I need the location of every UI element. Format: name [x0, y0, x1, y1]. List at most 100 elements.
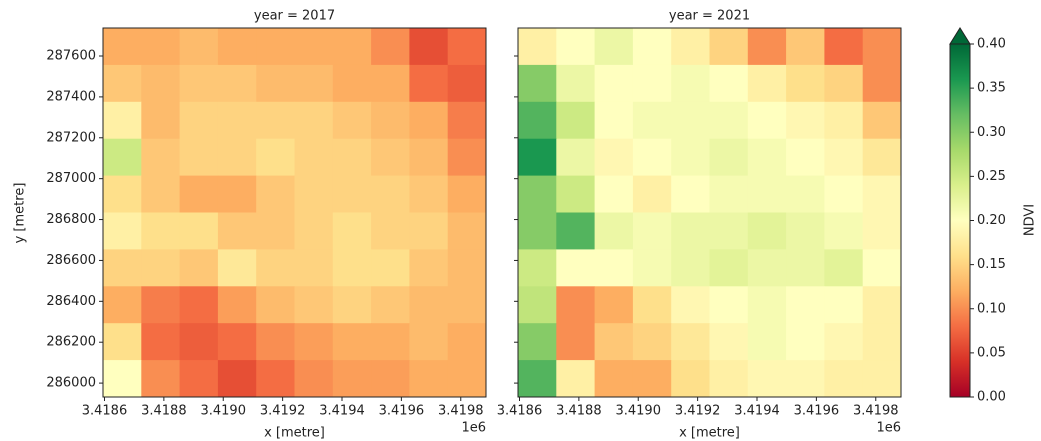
raster-cell: [332, 212, 372, 250]
raster-cell: [709, 249, 749, 287]
x-tick-label: 3.4192: [260, 404, 306, 419]
raster-cell: [332, 101, 372, 140]
raster-cell: [103, 101, 142, 140]
raster-cell: [371, 101, 410, 140]
raster-cell: [862, 28, 902, 66]
raster-cell: [786, 212, 825, 250]
raster-cell: [294, 28, 334, 66]
raster-cell: [518, 323, 557, 361]
raster-cell: [556, 28, 596, 66]
raster-cell: [409, 360, 449, 398]
raster-cell: [332, 28, 372, 66]
raster-cell: [217, 286, 257, 324]
raster-cell: [256, 28, 295, 66]
raster-cell: [556, 360, 596, 398]
raster-cell: [409, 64, 449, 103]
raster-cell: [709, 323, 749, 361]
raster-cell: [294, 286, 334, 324]
raster-cell: [594, 286, 634, 324]
raster-cell: [671, 175, 710, 213]
raster-cell: [141, 323, 181, 361]
y-axis-label: y [metre]: [13, 183, 28, 244]
y-tick-label: 286200: [46, 335, 96, 350]
raster-cell: [256, 212, 295, 250]
raster-cell: [747, 323, 787, 361]
colorbar-tick-label: 0.15: [977, 257, 1006, 272]
raster-cell: [332, 323, 372, 361]
raster-cell: [294, 175, 334, 213]
y-tick-label: 287200: [46, 130, 96, 145]
raster-cell: [518, 360, 557, 398]
raster-cell: [409, 212, 449, 250]
raster-cell: [103, 249, 142, 287]
raster-cell: [824, 101, 864, 140]
colorbar-tick-label: 0.35: [977, 81, 1006, 96]
raster-cell: [862, 286, 902, 324]
raster-cell: [556, 323, 596, 361]
raster-cell: [594, 64, 634, 103]
raster-cell: [824, 175, 864, 213]
raster-cell: [824, 323, 864, 361]
raster-cell: [632, 323, 672, 361]
raster-cell: [632, 360, 672, 398]
x-tick-label: 3.4198: [853, 404, 899, 419]
raster-cell: [671, 323, 710, 361]
colorbar-tick-label: 0.30: [977, 125, 1006, 140]
raster-cell: [256, 249, 295, 287]
raster-cell: [103, 28, 142, 66]
raster-cell: [409, 101, 449, 140]
raster-cell: [332, 249, 372, 287]
raster-cell: [671, 360, 710, 398]
raster-cell: [632, 64, 672, 103]
raster-cell: [594, 101, 634, 140]
y-tick-label: 286000: [46, 376, 96, 391]
raster-cell: [786, 249, 825, 287]
raster-cell: [556, 101, 596, 140]
raster-cell: [747, 360, 787, 398]
raster-cell: [862, 101, 902, 140]
raster-cell: [556, 286, 596, 324]
raster-cell: [217, 64, 257, 103]
raster-cell: [179, 64, 219, 103]
raster-cell: [371, 360, 410, 398]
raster-cell: [409, 175, 449, 213]
raster-cell: [371, 286, 410, 324]
raster-cell: [824, 286, 864, 324]
raster-cell: [709, 64, 749, 103]
raster-cell: [862, 249, 902, 287]
raster-cell: [786, 286, 825, 324]
x-tick-label: 3.4188: [141, 404, 187, 419]
x-tick-label: 3.4186: [82, 404, 128, 419]
raster-cell: [217, 360, 257, 398]
raster-cell: [709, 101, 749, 140]
raster-cell: [103, 286, 142, 324]
raster-cell: [786, 64, 825, 103]
plot-frame: [102, 27, 487, 398]
panel-title: year = 2021: [669, 9, 750, 24]
raster-cell: [179, 286, 219, 324]
raster-cell: [332, 138, 372, 177]
raster-cell: [103, 175, 142, 213]
raster-cell: [103, 138, 142, 177]
raster-cell: [371, 138, 410, 177]
raster-cell: [594, 360, 634, 398]
raster-cell: [747, 249, 787, 287]
raster-cell: [824, 249, 864, 287]
raster-cell: [217, 323, 257, 361]
raster-cell: [256, 64, 295, 103]
x-tick-label: 3.4188: [556, 404, 602, 419]
x-tick-label: 3.4194: [734, 404, 780, 419]
raster-cell: [671, 286, 710, 324]
raster-cell: [179, 28, 219, 66]
y-tick-label: 286800: [46, 212, 96, 227]
raster-cell: [824, 138, 864, 177]
raster-cell: [594, 212, 634, 250]
raster-cell: [518, 212, 557, 250]
x-tick-label: 3.4196: [379, 404, 425, 419]
x-axis-label: x [metre]: [679, 426, 740, 441]
raster-cell: [709, 212, 749, 250]
raster-cell: [179, 360, 219, 398]
raster-cell: [709, 175, 749, 213]
raster-cell: [294, 138, 334, 177]
raster-cell: [747, 101, 787, 140]
